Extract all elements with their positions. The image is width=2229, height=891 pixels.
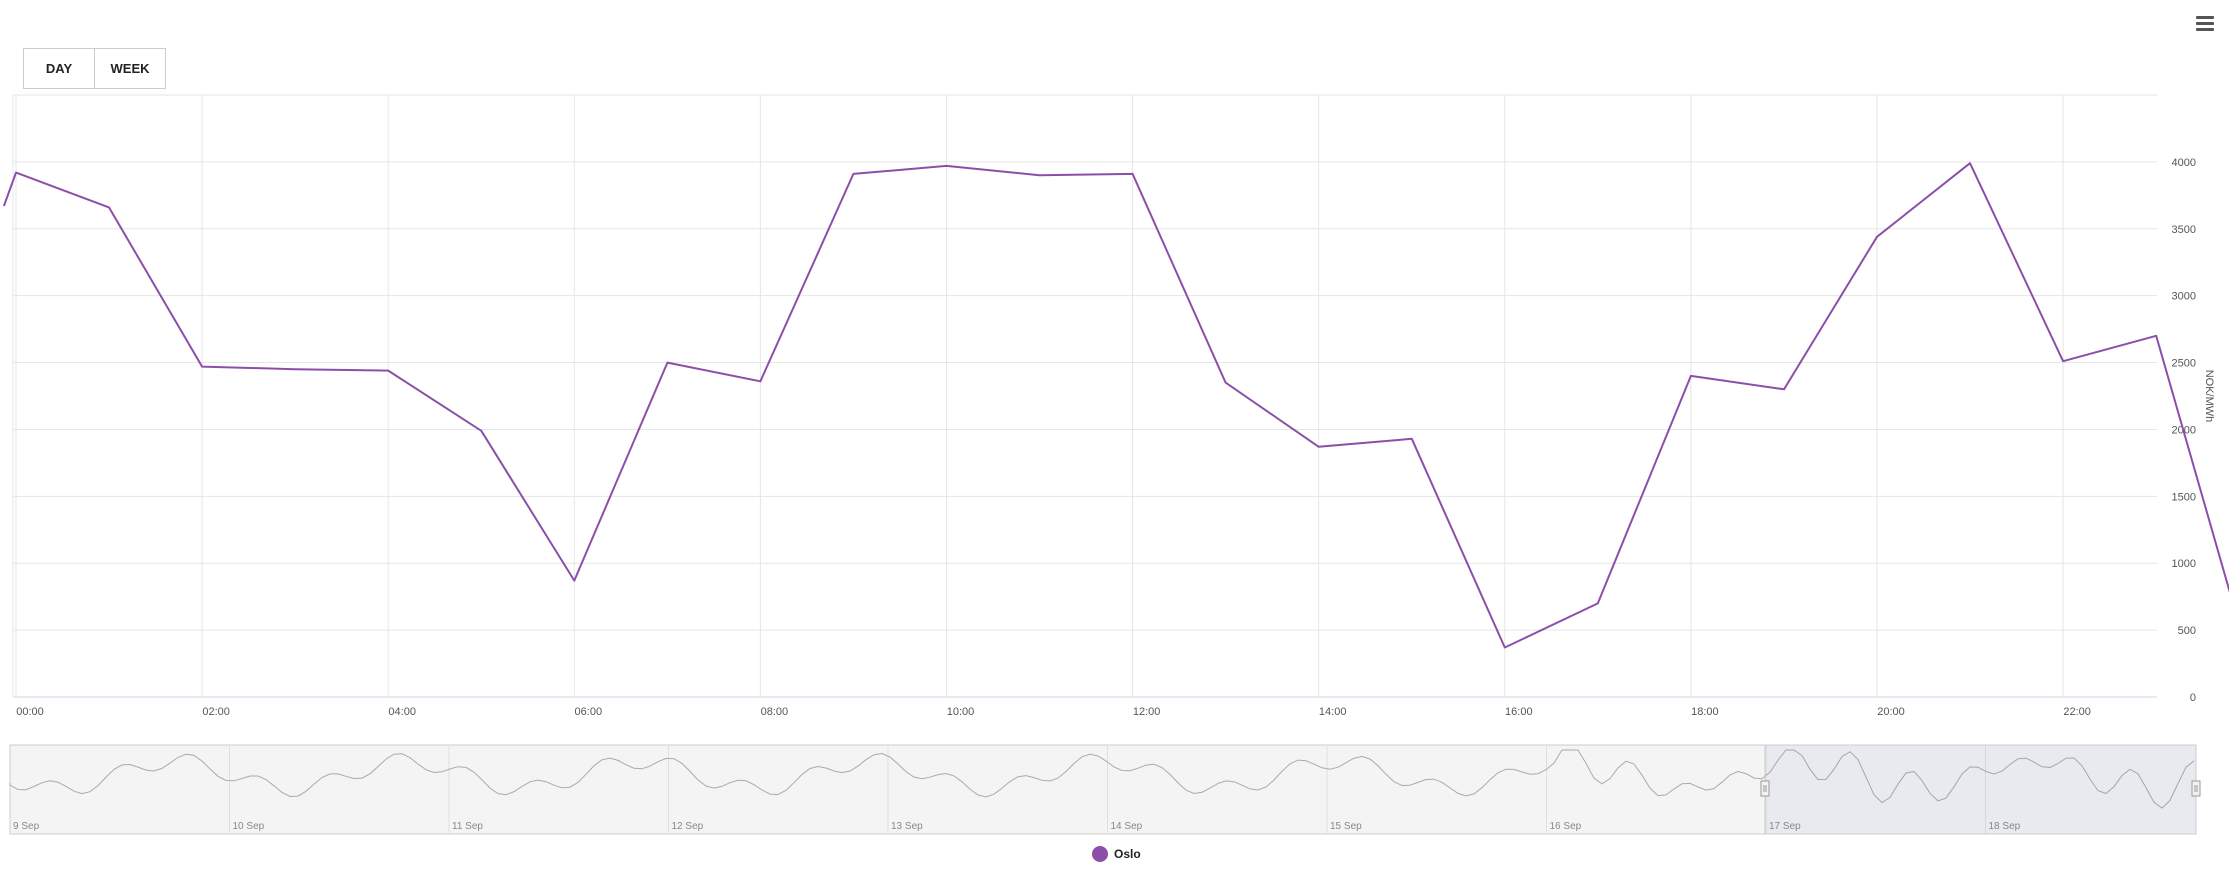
y-axis-title: NOK/MWh: [2203, 370, 2215, 423]
y-tick-label: 2500: [2172, 358, 2196, 370]
navigator-date-label: 17 Sep: [1769, 821, 1801, 832]
grid-lines: [12, 94, 2157, 698]
y-tick-label: 1500: [2172, 491, 2196, 503]
day-range-button[interactable]: DAY: [23, 48, 95, 89]
x-tick-label: 16:00: [1505, 706, 1533, 718]
navigator-date-label: 18 Sep: [1989, 821, 2021, 832]
range-selector: DAY WEEK: [23, 48, 166, 89]
legend-item-oslo[interactable]: Oslo: [1092, 846, 1141, 862]
navigator-background: [9, 744, 2197, 835]
x-tick-label: 00:00: [16, 706, 44, 718]
x-tick-label: 22:00: [2063, 706, 2091, 718]
handle-body: [2191, 780, 2201, 797]
x-tick-label: 14:00: [1319, 706, 1347, 718]
x-tick-label: 10:00: [947, 706, 975, 718]
y-tick-label: 3500: [2172, 224, 2196, 236]
y-tick-label: 1000: [2172, 558, 2196, 570]
navigator-date-label: 9 Sep: [13, 821, 40, 832]
legend-label: Oslo: [1114, 847, 1141, 861]
navigator: [9, 744, 2201, 835]
x-tick-label: 04:00: [388, 706, 416, 718]
legend-marker: [1092, 846, 1108, 862]
x-tick-label: 18:00: [1691, 706, 1719, 718]
y-tick-label: 4000: [2172, 157, 2196, 169]
navigator-date-label: 16 Sep: [1550, 821, 1582, 832]
x-tick-label: 20:00: [1877, 706, 1905, 718]
handle-body: [1760, 780, 1770, 797]
navigator-date-label: 13 Sep: [891, 821, 923, 832]
navigator-handle-left[interactable]: [1760, 780, 1770, 797]
series-line-oslo: [2, 162, 2229, 649]
navigator-date-label: 11 Sep: [452, 821, 483, 832]
hamburger-menu-icon[interactable]: [2193, 10, 2219, 36]
navigator-date-label: 10 Sep: [233, 821, 265, 832]
week-range-button[interactable]: WEEK: [94, 48, 166, 89]
y-tick-label: 3000: [2172, 291, 2196, 303]
navigator-date-label: 12 Sep: [672, 821, 704, 832]
y-tick-label: 500: [2178, 625, 2196, 637]
navigator-handle-right[interactable]: [2191, 780, 2201, 797]
navigator-series-line: [9, 749, 2195, 809]
x-tick-label: 02:00: [202, 706, 230, 718]
x-tick-label: 08:00: [761, 706, 789, 718]
navigator-date-label: 14 Sep: [1111, 821, 1143, 832]
navigator-selection: [1764, 744, 2197, 835]
y-tick-label: 0: [2190, 692, 2196, 704]
x-tick-label: 12:00: [1133, 706, 1161, 718]
navigator-date-label: 15 Sep: [1330, 821, 1362, 832]
x-tick-label: 06:00: [575, 706, 603, 718]
